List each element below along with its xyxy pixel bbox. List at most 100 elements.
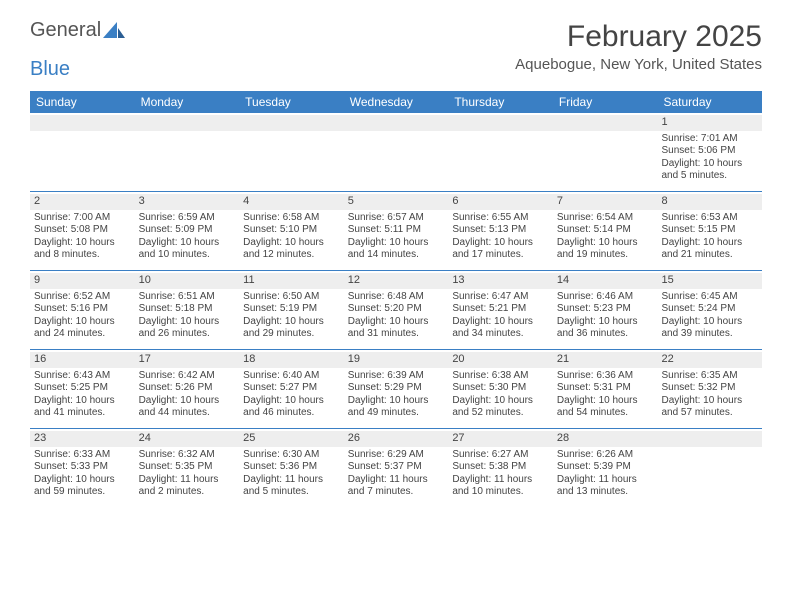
day-number <box>448 115 553 131</box>
daylight-text: Daylight: 10 hours <box>243 237 340 250</box>
weekday-label: Thursday <box>448 91 553 113</box>
calendar-week: 9Sunrise: 6:52 AMSunset: 5:16 PMDaylight… <box>30 271 762 350</box>
calendar-day: 12Sunrise: 6:48 AMSunset: 5:20 PMDayligh… <box>344 271 449 349</box>
sunset-text: Sunset: 5:39 PM <box>557 461 654 474</box>
daylight-text: Daylight: 11 hours <box>452 474 549 487</box>
day-number: 28 <box>553 431 658 447</box>
day-number: 3 <box>135 194 240 210</box>
sunset-text: Sunset: 5:20 PM <box>348 303 445 316</box>
daylight-text: Daylight: 10 hours <box>557 316 654 329</box>
sunset-text: Sunset: 5:25 PM <box>34 382 131 395</box>
calendar-day: 3Sunrise: 6:59 AMSunset: 5:09 PMDaylight… <box>135 192 240 270</box>
sunrise-text: Sunrise: 6:30 AM <box>243 449 340 462</box>
sunset-text: Sunset: 5:36 PM <box>243 461 340 474</box>
calendar-day: 6Sunrise: 6:55 AMSunset: 5:13 PMDaylight… <box>448 192 553 270</box>
sunrise-text: Sunrise: 6:26 AM <box>557 449 654 462</box>
daylight-text: and 54 minutes. <box>557 407 654 420</box>
day-number: 10 <box>135 273 240 289</box>
day-number: 23 <box>30 431 135 447</box>
sunrise-text: Sunrise: 6:57 AM <box>348 212 445 225</box>
daylight-text: and 5 minutes. <box>243 486 340 499</box>
daylight-text: Daylight: 10 hours <box>661 316 758 329</box>
calendar-week: 1Sunrise: 7:01 AMSunset: 5:06 PMDaylight… <box>30 113 762 192</box>
day-number: 21 <box>553 352 658 368</box>
daylight-text: Daylight: 10 hours <box>34 474 131 487</box>
calendar-day: 8Sunrise: 6:53 AMSunset: 5:15 PMDaylight… <box>657 192 762 270</box>
daylight-text: Daylight: 10 hours <box>243 395 340 408</box>
page-title: February 2025 <box>515 20 762 54</box>
day-number: 4 <box>239 194 344 210</box>
day-number: 22 <box>657 352 762 368</box>
sunset-text: Sunset: 5:30 PM <box>452 382 549 395</box>
daylight-text: and 17 minutes. <box>452 249 549 262</box>
sunrise-text: Sunrise: 6:50 AM <box>243 291 340 304</box>
day-number: 18 <box>239 352 344 368</box>
page-subtitle: Aquebogue, New York, United States <box>515 56 762 73</box>
sunrise-text: Sunrise: 6:43 AM <box>34 370 131 383</box>
calendar-day: 9Sunrise: 6:52 AMSunset: 5:16 PMDaylight… <box>30 271 135 349</box>
sunset-text: Sunset: 5:29 PM <box>348 382 445 395</box>
daylight-text: Daylight: 10 hours <box>661 237 758 250</box>
day-number: 24 <box>135 431 240 447</box>
calendar-day: 23Sunrise: 6:33 AMSunset: 5:33 PMDayligh… <box>30 429 135 507</box>
daylight-text: and 34 minutes. <box>452 328 549 341</box>
sunset-text: Sunset: 5:27 PM <box>243 382 340 395</box>
daylight-text: and 39 minutes. <box>661 328 758 341</box>
daylight-text: Daylight: 10 hours <box>348 237 445 250</box>
calendar-week: 2Sunrise: 7:00 AMSunset: 5:08 PMDaylight… <box>30 192 762 271</box>
sunrise-text: Sunrise: 7:00 AM <box>34 212 131 225</box>
daylight-text: and 19 minutes. <box>557 249 654 262</box>
calendar-day: 1Sunrise: 7:01 AMSunset: 5:06 PMDaylight… <box>657 113 762 191</box>
sunset-text: Sunset: 5:31 PM <box>557 382 654 395</box>
calendar-page: General February 2025 Aquebogue, New Yor… <box>0 0 792 527</box>
sunrise-text: Sunrise: 6:58 AM <box>243 212 340 225</box>
daylight-text: Daylight: 10 hours <box>243 316 340 329</box>
daylight-text: Daylight: 10 hours <box>661 158 758 171</box>
daylight-text: and 36 minutes. <box>557 328 654 341</box>
daylight-text: and 57 minutes. <box>661 407 758 420</box>
sunrise-text: Sunrise: 6:36 AM <box>557 370 654 383</box>
calendar-day: 25Sunrise: 6:30 AMSunset: 5:36 PMDayligh… <box>239 429 344 507</box>
day-number <box>344 115 449 131</box>
day-number: 15 <box>657 273 762 289</box>
daylight-text: and 24 minutes. <box>34 328 131 341</box>
daylight-text: and 52 minutes. <box>452 407 549 420</box>
daylight-text: and 14 minutes. <box>348 249 445 262</box>
daylight-text: Daylight: 11 hours <box>348 474 445 487</box>
sunset-text: Sunset: 5:26 PM <box>139 382 236 395</box>
day-number: 17 <box>135 352 240 368</box>
daylight-text: Daylight: 10 hours <box>452 237 549 250</box>
sunset-text: Sunset: 5:11 PM <box>348 224 445 237</box>
calendar-day: 7Sunrise: 6:54 AMSunset: 5:14 PMDaylight… <box>553 192 658 270</box>
daylight-text: and 7 minutes. <box>348 486 445 499</box>
daylight-text: Daylight: 10 hours <box>139 316 236 329</box>
daylight-text: and 10 minutes. <box>452 486 549 499</box>
daylight-text: Daylight: 11 hours <box>243 474 340 487</box>
daylight-text: Daylight: 10 hours <box>452 316 549 329</box>
daylight-text: and 5 minutes. <box>661 170 758 183</box>
sunrise-text: Sunrise: 6:32 AM <box>139 449 236 462</box>
calendar-day <box>30 113 135 191</box>
daylight-text: Daylight: 11 hours <box>139 474 236 487</box>
daylight-text: Daylight: 10 hours <box>34 316 131 329</box>
sunset-text: Sunset: 5:08 PM <box>34 224 131 237</box>
calendar-day <box>239 113 344 191</box>
weekday-label: Friday <box>553 91 658 113</box>
sunset-text: Sunset: 5:19 PM <box>243 303 340 316</box>
calendar-day: 24Sunrise: 6:32 AMSunset: 5:35 PMDayligh… <box>135 429 240 507</box>
day-number: 9 <box>30 273 135 289</box>
day-number: 13 <box>448 273 553 289</box>
calendar-day: 11Sunrise: 6:50 AMSunset: 5:19 PMDayligh… <box>239 271 344 349</box>
calendar-day <box>448 113 553 191</box>
sail-icon <box>103 22 125 40</box>
sunset-text: Sunset: 5:10 PM <box>243 224 340 237</box>
day-number: 12 <box>344 273 449 289</box>
daylight-text: and 10 minutes. <box>139 249 236 262</box>
calendar-day: 14Sunrise: 6:46 AMSunset: 5:23 PMDayligh… <box>553 271 658 349</box>
day-number: 5 <box>344 194 449 210</box>
sunrise-text: Sunrise: 6:42 AM <box>139 370 236 383</box>
day-number: 16 <box>30 352 135 368</box>
calendar-day: 20Sunrise: 6:38 AMSunset: 5:30 PMDayligh… <box>448 350 553 428</box>
brand-word1: General <box>30 20 101 40</box>
calendar-day: 26Sunrise: 6:29 AMSunset: 5:37 PMDayligh… <box>344 429 449 507</box>
